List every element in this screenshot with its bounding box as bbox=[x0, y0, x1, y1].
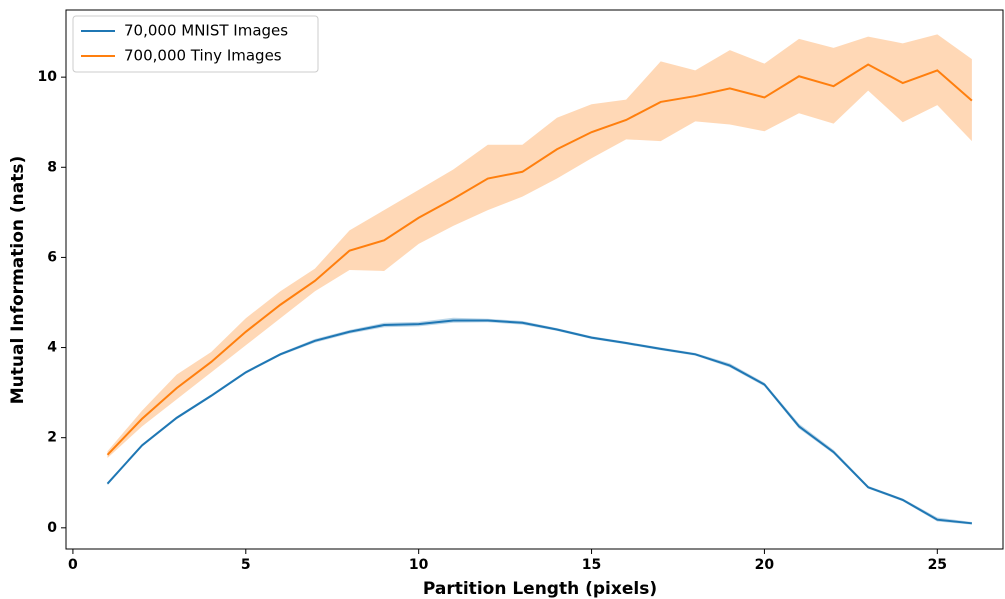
legend-label: 70,000 MNIST Images bbox=[124, 22, 288, 40]
y-axis-label: Mutual Information (nats) bbox=[8, 156, 28, 405]
x-tick-label: 10 bbox=[409, 557, 429, 573]
x-tick-label: 0 bbox=[68, 557, 78, 573]
axes-frame bbox=[65, 9, 1004, 550]
y-tick-label: 4 bbox=[47, 340, 57, 356]
y-tick-label: 0 bbox=[47, 520, 57, 536]
confidence-band bbox=[107, 34, 972, 458]
legend-label: 700,000 Tiny Images bbox=[124, 47, 282, 65]
plot-area bbox=[106, 34, 973, 525]
y-tick-label: 8 bbox=[47, 159, 57, 175]
y-tick-label: 2 bbox=[47, 430, 57, 446]
x-tick-label: 25 bbox=[928, 557, 947, 573]
legend-box bbox=[72, 15, 319, 73]
y-tick-label: 10 bbox=[38, 69, 58, 85]
x-tick-label: 20 bbox=[755, 557, 775, 573]
x-tick-label: 5 bbox=[241, 557, 251, 573]
x-tick-label: 15 bbox=[582, 557, 601, 573]
y-tick-label: 6 bbox=[47, 249, 57, 265]
x-axis-label: Partition Length (pixels) bbox=[423, 579, 657, 599]
series-line bbox=[106, 63, 973, 456]
series-line bbox=[106, 319, 972, 525]
